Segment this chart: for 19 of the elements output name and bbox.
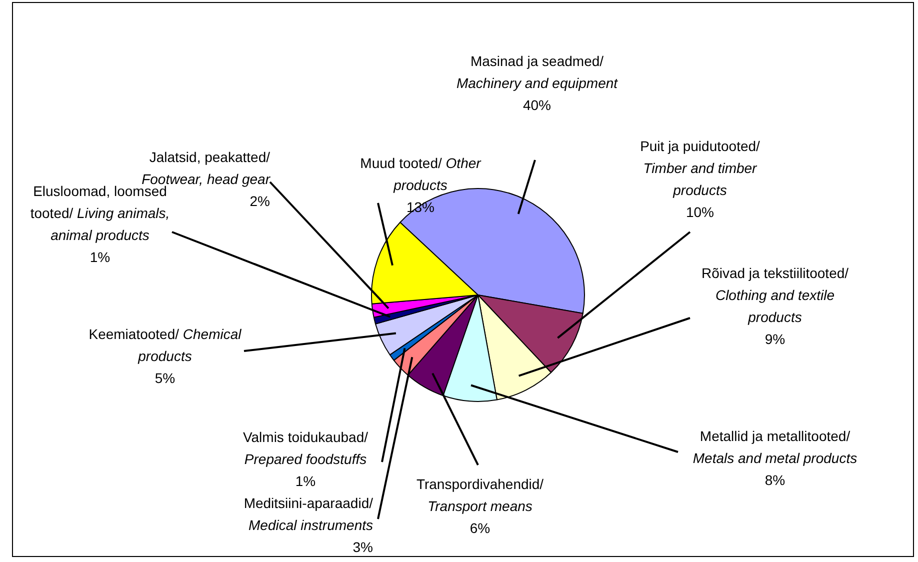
data-label: 10% xyxy=(686,204,714,220)
slice-label: Meditsiini-aparaadid/ Medical instruments xyxy=(244,495,373,533)
data-label: 1% xyxy=(90,249,110,265)
slice-label: Metallid ja metallitooted/ Metals and metal products xyxy=(692,428,858,466)
slice-label: Keemiatooted/ Chemical products xyxy=(88,326,242,364)
slice-label: Puit ja puidutooted/ Timber and timber products xyxy=(640,138,760,198)
slice-label: Valmis toidukaubad/ Prepared foodstuffs xyxy=(242,429,368,467)
slice-label: Muud tooted/ Other products xyxy=(360,155,481,193)
data-label: 5% xyxy=(154,370,176,386)
data-label: 6% xyxy=(470,520,490,536)
data-label: 1% xyxy=(295,473,316,489)
data-label: 8% xyxy=(764,472,786,488)
data-label: 9% xyxy=(764,331,786,347)
data-label: 40% xyxy=(522,97,552,113)
slice-label: Transpordivahendid/ Transport means xyxy=(416,476,544,514)
slice-label: Rõivad ja tekstiilitooted/ Clothing and textile products xyxy=(701,265,849,325)
data-label: 3% xyxy=(352,539,373,555)
data-label: 2% xyxy=(250,193,270,209)
slice-label: Masinad ja seadmed/ Machinery and equipment xyxy=(456,53,618,91)
